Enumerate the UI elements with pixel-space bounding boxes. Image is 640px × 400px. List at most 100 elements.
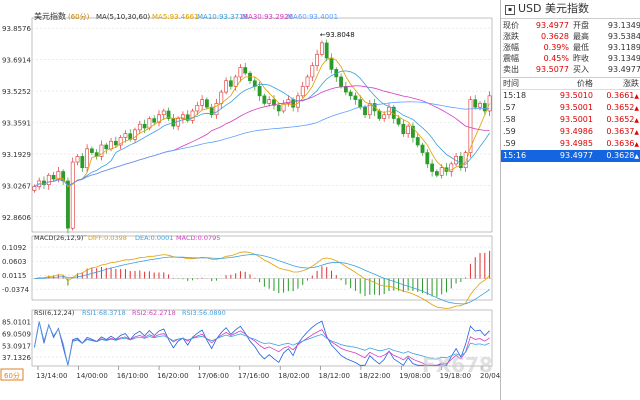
candle-body xyxy=(319,42,324,55)
candle-body xyxy=(439,167,444,176)
rsi-tick-label: 69.0509 xyxy=(2,330,31,338)
candle-body xyxy=(425,152,430,165)
trade-header-change: 涨跌 xyxy=(623,79,639,88)
candle-body xyxy=(329,57,334,70)
ma60-line xyxy=(34,101,490,187)
quote-value: 0.3628 xyxy=(541,32,569,41)
period-button-label[interactable]: 60分 xyxy=(4,371,20,380)
rsi-legend: RSI(6,12,24) xyxy=(34,309,74,317)
trade-row[interactable]: .57 93.5001 0.3652▲ xyxy=(501,102,640,114)
trade-list: 15:18 93.5010 0.3661▲ .57 93.5001 0.3652▲ .58 9… xyxy=(501,90,640,162)
trade-row[interactable]: .59 93.4985 0.3636▲ xyxy=(501,138,640,150)
candle-body xyxy=(324,42,329,59)
quote-label: 最高 xyxy=(573,32,589,41)
candle-body xyxy=(190,110,195,121)
ma-legend: MA(5,10,30,60) xyxy=(96,13,150,21)
quote-value: 93.4977 xyxy=(607,65,640,74)
candle-body xyxy=(32,186,37,191)
candle-body xyxy=(300,86,305,97)
candle-body xyxy=(61,171,66,182)
price-tick-label: 93.0267 xyxy=(2,182,31,190)
candle-body xyxy=(482,103,487,112)
up-arrow-icon: ▲ xyxy=(634,153,639,160)
rsi3-label: RSI3:56.0890 xyxy=(182,309,226,317)
candle-body xyxy=(75,156,80,163)
window-icon[interactable]: ▪ xyxy=(505,5,515,15)
candle-body xyxy=(305,76,310,87)
macd-tick-label: 0.0603 xyxy=(2,258,27,266)
trade-time: 15:18 xyxy=(503,91,527,100)
quote-value: 93.1349 xyxy=(607,54,640,63)
price-frame xyxy=(31,17,493,233)
trade-change-value: 0.3652 xyxy=(606,103,635,112)
period-button[interactable] xyxy=(0,368,24,381)
candle-body xyxy=(272,99,276,106)
rsi-tick-label: 37.1326 xyxy=(2,354,31,362)
price-panel: 93.8576 93.6914 93.5252 93.3591 93.1929 93.02… xyxy=(2,17,493,243)
symbol-code: USD xyxy=(518,2,542,15)
trade-change: 0.3628▲ xyxy=(593,150,639,162)
ma10-line xyxy=(34,70,490,187)
quote-label: 最低 xyxy=(573,43,589,52)
ma-value-label: MA30:93.2926 xyxy=(242,13,294,21)
macd-tick-label: -0.0374 xyxy=(2,286,30,294)
quote-value: 93.1349 xyxy=(607,21,640,30)
candle-body xyxy=(243,67,248,74)
candle-body xyxy=(214,103,219,116)
time-tick-label: 18/02:00 xyxy=(278,372,309,380)
quote-value: 93.5384 xyxy=(607,32,640,41)
candle-body xyxy=(363,106,367,116)
trade-change: 0.3661▲ xyxy=(593,90,639,102)
candle-body xyxy=(109,140,113,150)
candle-body xyxy=(224,80,228,93)
candle-body xyxy=(468,99,473,153)
candle-body xyxy=(276,105,281,112)
candle-body xyxy=(56,171,61,180)
chart-title: 美元指数 xyxy=(34,11,66,21)
candle-body xyxy=(70,161,75,229)
trade-change: 0.3637▲ xyxy=(593,126,639,138)
quote-label: 震幅 xyxy=(503,54,519,63)
trade-row[interactable]: 15:16 93.4977 0.3628▲ xyxy=(501,150,640,162)
time-axis: 13/14:00 14/00:00 16/10:00 16/20:00 17/06:00… xyxy=(36,366,500,380)
quote-label: 卖出 xyxy=(503,65,519,74)
macd-panel: 0.1092 0.0603 0.0115 -0.0374 MACD(26,12,9) DI… xyxy=(2,234,493,309)
up-arrow-icon: ▲ xyxy=(634,105,639,112)
candle-body xyxy=(291,99,296,108)
trade-row[interactable]: 15:18 93.5010 0.3661▲ xyxy=(501,90,640,102)
ma-value-label: MA60:93.4001 xyxy=(287,13,338,21)
candle-body xyxy=(166,110,171,119)
candle-body xyxy=(200,99,205,106)
candle-body xyxy=(185,114,190,121)
candle-body xyxy=(367,103,372,116)
candle-body xyxy=(51,174,56,180)
trade-price: 93.5010 xyxy=(559,91,593,100)
candle-body xyxy=(80,156,85,169)
time-tick-label: 17/06:00 xyxy=(197,372,228,380)
candle-body xyxy=(411,125,415,138)
trade-change-value: 0.3628 xyxy=(606,151,635,160)
time-tick-label: 19/08:00 xyxy=(399,372,430,380)
quote-label: 涨跌 xyxy=(503,32,519,41)
trade-row[interactable]: .58 93.5001 0.3652▲ xyxy=(501,114,640,126)
time-tick-label: 14/00:00 xyxy=(76,372,107,380)
diff-line xyxy=(34,251,490,309)
rsi-tick-label: 53.0917 xyxy=(2,342,31,350)
trade-change-value: 0.3661 xyxy=(606,91,635,100)
trade-price: 93.5001 xyxy=(559,115,593,124)
time-tick-label: 13/14:00 xyxy=(36,372,67,380)
legend-layer: 美元指数 (60分) MA(5,10,30,60) MA5:93.4661MA10:9… xyxy=(34,11,338,21)
price-tick-label: 93.5252 xyxy=(2,88,31,96)
time-tick-label: 16/10:00 xyxy=(117,372,148,380)
candle-body xyxy=(113,140,118,146)
candle-body xyxy=(171,118,176,127)
candle-body xyxy=(315,53,320,66)
candle-body xyxy=(233,76,238,87)
candle-body xyxy=(46,174,51,186)
macd-value-label: MACD:0.0795 xyxy=(176,234,220,242)
quote-value: 0.45% xyxy=(543,54,569,63)
rsi1-label: RSI1:68.3718 xyxy=(82,309,126,317)
up-arrow-icon: ▲ xyxy=(634,93,639,100)
trade-row[interactable]: .59 93.4986 0.3637▲ xyxy=(501,126,640,138)
quote-label: 现价 xyxy=(503,21,519,30)
